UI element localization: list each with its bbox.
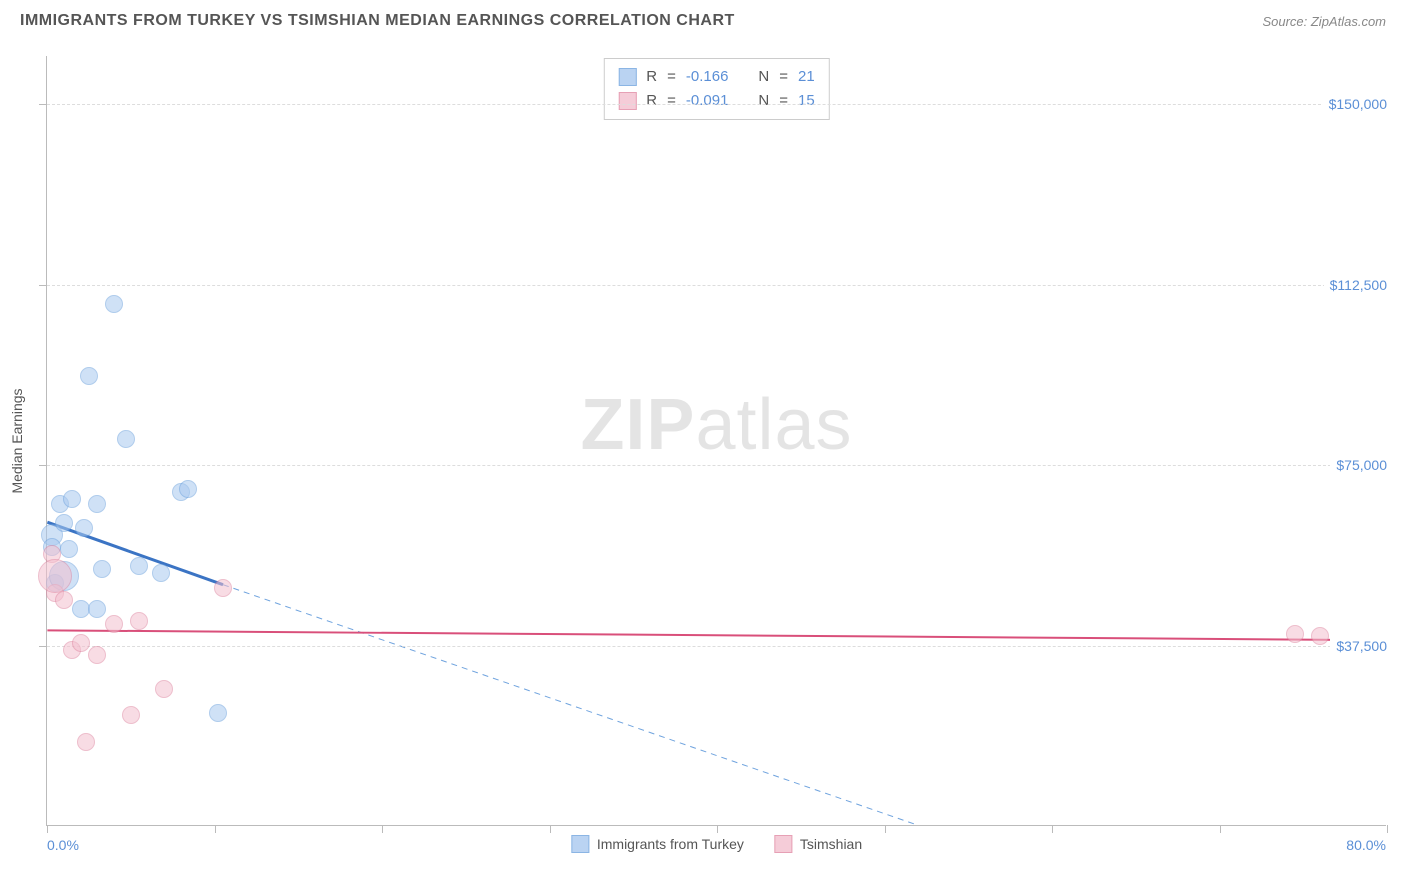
data-point	[38, 559, 72, 593]
legend-stats: R=-0.166N=21R=-0.091N=15	[603, 58, 829, 120]
x-axis-max-label: 80.0%	[1346, 837, 1386, 853]
data-point	[214, 579, 232, 597]
trend-solid	[47, 630, 1352, 640]
y-axis-title: Median Earnings	[9, 388, 25, 493]
legend-series-item: Immigrants from Turkey	[571, 835, 744, 853]
data-point	[130, 612, 148, 630]
data-point	[179, 480, 197, 498]
x-tick	[717, 825, 718, 833]
y-tick-label: $150,000	[1323, 96, 1387, 112]
correlation-chart: ZIPatlas R=-0.166N=21R=-0.091N=15 Median…	[46, 56, 1386, 826]
legend-series-label: Immigrants from Turkey	[597, 836, 744, 852]
y-tick	[39, 104, 47, 105]
legend-r-value: -0.166	[686, 65, 729, 89]
legend-series-label: Tsimshian	[800, 836, 862, 852]
x-tick	[1387, 825, 1388, 833]
data-point	[155, 680, 173, 698]
data-point	[63, 490, 81, 508]
legend-n-label: N	[758, 89, 769, 113]
watermark: ZIPatlas	[580, 384, 852, 466]
legend-swatch	[571, 835, 589, 853]
x-tick	[550, 825, 551, 833]
x-tick	[1220, 825, 1221, 833]
legend-n-value: 21	[798, 65, 815, 89]
data-point	[209, 704, 227, 722]
x-tick	[382, 825, 383, 833]
legend-n-label: N	[758, 65, 769, 89]
header: IMMIGRANTS FROM TURKEY VS TSIMSHIAN MEDI…	[0, 0, 1406, 38]
gridline	[47, 465, 1386, 466]
data-point	[105, 295, 123, 313]
x-axis-min-label: 0.0%	[47, 837, 79, 853]
plot-area: ZIPatlas R=-0.166N=21R=-0.091N=15 Median…	[46, 56, 1386, 826]
legend-swatch	[618, 92, 636, 110]
legend-swatch	[618, 68, 636, 86]
x-tick	[47, 825, 48, 833]
data-point	[55, 591, 73, 609]
legend-r-label: R	[646, 65, 657, 89]
x-tick	[885, 825, 886, 833]
x-tick	[1052, 825, 1053, 833]
trend-lines	[47, 56, 1386, 825]
y-tick	[39, 465, 47, 466]
y-tick-label: $112,500	[1324, 277, 1387, 293]
legend-swatch	[774, 835, 792, 853]
data-point	[72, 600, 90, 618]
y-tick-label: $37,500	[1330, 638, 1387, 654]
y-tick	[39, 285, 47, 286]
legend-series: Immigrants from Turkey Tsimshian	[571, 835, 862, 853]
data-point	[88, 495, 106, 513]
legend-r-value: -0.091	[686, 89, 729, 113]
legend-stat-row: R=-0.166N=21	[618, 65, 814, 89]
y-tick	[39, 646, 47, 647]
data-point	[80, 367, 98, 385]
data-point	[152, 564, 170, 582]
x-tick	[215, 825, 216, 833]
data-point	[122, 706, 140, 724]
data-point	[88, 600, 106, 618]
page-title: IMMIGRANTS FROM TURKEY VS TSIMSHIAN MEDI…	[20, 12, 735, 30]
data-point	[88, 646, 106, 664]
data-point	[75, 519, 93, 537]
data-point	[105, 615, 123, 633]
data-point	[117, 430, 135, 448]
data-point	[1286, 625, 1304, 643]
data-point	[130, 557, 148, 575]
data-point	[60, 540, 78, 558]
gridline	[47, 646, 1386, 647]
data-point	[1311, 627, 1329, 645]
trend-dash	[223, 585, 917, 825]
data-point	[93, 560, 111, 578]
legend-n-value: 15	[798, 89, 815, 113]
legend-series-item: Tsimshian	[774, 835, 862, 853]
gridline	[47, 285, 1386, 286]
y-tick-label: $75,000	[1330, 457, 1387, 473]
legend-r-label: R	[646, 89, 657, 113]
data-point	[77, 733, 95, 751]
data-point	[72, 634, 90, 652]
data-point	[55, 514, 73, 532]
gridline	[47, 104, 1386, 105]
legend-stat-row: R=-0.091N=15	[618, 89, 814, 113]
source-attribution: Source: ZipAtlas.com	[1262, 14, 1386, 29]
